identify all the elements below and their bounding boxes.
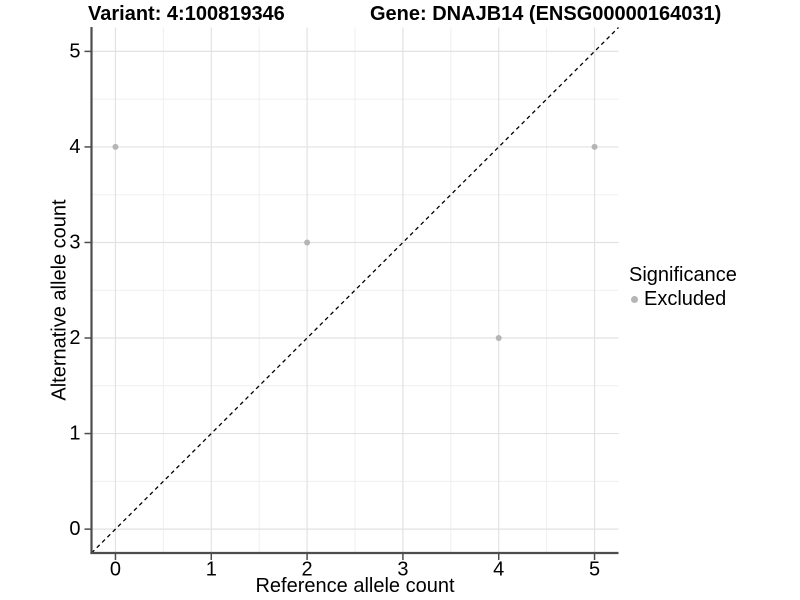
svg-text:2: 2 <box>302 559 313 581</box>
plot-title-gene: Gene: DNAJB14 (ENSG00000164031) <box>370 3 722 25</box>
x-axis-title: Reference allele count <box>255 575 455 597</box>
svg-text:2: 2 <box>69 327 80 349</box>
svg-text:5: 5 <box>589 559 600 581</box>
legend-title: Significance <box>629 264 737 286</box>
legend-item-excluded: Excluded <box>631 288 737 311</box>
plot-title-variant: Variant: 4:100819346 <box>88 3 285 25</box>
svg-text:3: 3 <box>397 559 408 581</box>
legend-point-icon <box>631 296 638 303</box>
svg-text:1: 1 <box>206 559 217 581</box>
svg-text:1: 1 <box>69 423 80 445</box>
svg-text:5: 5 <box>69 40 80 62</box>
svg-text:0: 0 <box>110 559 121 581</box>
legend: Significance Excluded <box>629 264 737 311</box>
legend-item-label: Excluded <box>644 288 727 310</box>
svg-text:3: 3 <box>69 231 80 253</box>
svg-text:4: 4 <box>493 559 504 581</box>
svg-text:4: 4 <box>69 136 80 158</box>
svg-text:0: 0 <box>69 518 80 540</box>
